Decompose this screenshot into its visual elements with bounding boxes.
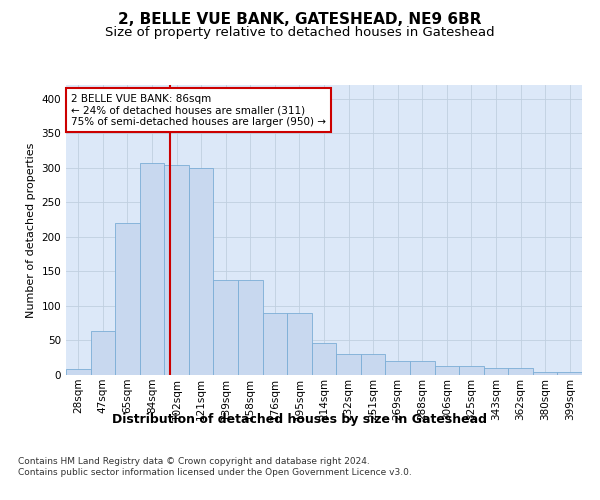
- Bar: [459, 366, 484, 375]
- Bar: [361, 354, 385, 375]
- Bar: [410, 361, 434, 375]
- Bar: [238, 280, 263, 375]
- Bar: [484, 368, 508, 375]
- Bar: [214, 280, 238, 375]
- Text: Contains HM Land Registry data © Crown copyright and database right 2024.
Contai: Contains HM Land Registry data © Crown c…: [18, 458, 412, 477]
- Bar: [66, 370, 91, 375]
- Bar: [434, 366, 459, 375]
- Text: 2 BELLE VUE BANK: 86sqm
← 24% of detached houses are smaller (311)
75% of semi-d: 2 BELLE VUE BANK: 86sqm ← 24% of detache…: [71, 94, 326, 127]
- Text: Distribution of detached houses by size in Gateshead: Distribution of detached houses by size …: [113, 412, 487, 426]
- Bar: [115, 223, 140, 375]
- Bar: [508, 368, 533, 375]
- Bar: [91, 331, 115, 375]
- Text: 2, BELLE VUE BANK, GATESHEAD, NE9 6BR: 2, BELLE VUE BANK, GATESHEAD, NE9 6BR: [118, 12, 482, 28]
- Bar: [287, 313, 312, 375]
- Bar: [263, 313, 287, 375]
- Text: Size of property relative to detached houses in Gateshead: Size of property relative to detached ho…: [105, 26, 495, 39]
- Bar: [164, 165, 189, 375]
- Y-axis label: Number of detached properties: Number of detached properties: [26, 142, 36, 318]
- Bar: [557, 372, 582, 375]
- Bar: [189, 168, 214, 375]
- Bar: [385, 361, 410, 375]
- Bar: [533, 372, 557, 375]
- Bar: [336, 354, 361, 375]
- Bar: [140, 163, 164, 375]
- Bar: [312, 343, 336, 375]
